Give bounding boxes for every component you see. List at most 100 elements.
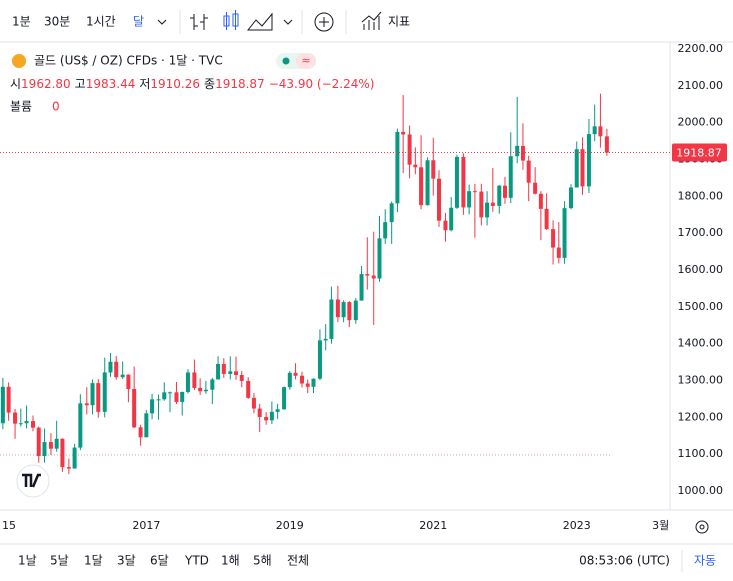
toolbar: 1분 30분 1시간 달 지표 xyxy=(12,10,410,34)
interval-button[interactable]: 달 xyxy=(133,15,144,29)
candle-body xyxy=(515,145,520,157)
area-icon[interactable] xyxy=(246,12,273,31)
range-button[interactable]: 5날 xyxy=(50,554,69,568)
candle-body xyxy=(221,363,226,374)
candle-body xyxy=(551,229,556,248)
interval-button[interactable]: 1시간 xyxy=(86,15,116,29)
candle-body xyxy=(526,160,531,183)
candle-body xyxy=(287,372,292,388)
y-tick-label: 1400.00 xyxy=(678,337,724,350)
x-tick-label: 3월 xyxy=(652,519,669,532)
compare-button[interactable] xyxy=(314,12,334,32)
candle-body xyxy=(198,387,203,392)
candle-body xyxy=(251,397,256,409)
legend-value: 1983.44 xyxy=(86,77,136,91)
candle-body xyxy=(264,417,269,421)
candle-body xyxy=(42,442,47,457)
y-tick-label: 1300.00 xyxy=(678,374,724,387)
candle-body xyxy=(48,442,53,449)
indicators-button[interactable]: 지표 xyxy=(388,15,410,29)
candles-icon[interactable] xyxy=(223,10,239,30)
y-tick-label: 2000.00 xyxy=(678,116,724,129)
range-button[interactable]: 3달 xyxy=(117,554,136,568)
candle-body xyxy=(66,467,71,469)
candle-body xyxy=(503,185,508,198)
indicators-icon[interactable] xyxy=(361,11,382,30)
y-tick-label: 1800.00 xyxy=(678,189,724,202)
y-tick-label: 2200.00 xyxy=(678,42,724,55)
range-button[interactable]: YTD xyxy=(184,554,209,568)
tradingview-logo xyxy=(16,464,50,498)
candle-body xyxy=(490,202,495,206)
y-tick-label: 1700.00 xyxy=(678,226,724,239)
candle-body xyxy=(419,167,424,206)
candle-body xyxy=(269,411,274,421)
candle-body xyxy=(126,374,131,390)
candle-body xyxy=(311,378,316,387)
candle-body xyxy=(144,413,149,438)
candle-body xyxy=(305,383,310,387)
x-tick-label: 2017 xyxy=(132,519,160,532)
interval-button[interactable]: 30분 xyxy=(44,15,70,29)
candle-body xyxy=(497,185,502,206)
candle-body xyxy=(60,438,65,468)
candle-body xyxy=(443,220,448,231)
candle-body xyxy=(389,203,394,223)
candle-body xyxy=(604,136,609,153)
candle-body xyxy=(282,387,287,410)
range-button[interactable]: 1해 xyxy=(221,554,240,568)
auto-scale-button[interactable]: 자동 xyxy=(694,554,716,568)
candle-body xyxy=(0,386,5,424)
range-button[interactable]: 전체 xyxy=(287,554,309,568)
interval-button[interactable]: 1분 xyxy=(12,15,31,29)
candle-body xyxy=(192,372,197,388)
candle-body xyxy=(461,156,466,208)
candle-body xyxy=(365,274,370,276)
candle-body xyxy=(54,438,59,449)
clock: 08:53:06 (UTC) xyxy=(579,554,670,568)
candle-body xyxy=(586,134,591,187)
x-tick-label: 2023 xyxy=(563,519,591,532)
legend: 골드 (US$ / OZ) CFDs · 1달 · TVC ≈ 시1962.80… xyxy=(10,53,374,114)
candle-body xyxy=(538,193,543,209)
range-button[interactable]: 6달 xyxy=(150,554,169,568)
candle-body xyxy=(329,299,334,339)
candle-body xyxy=(234,371,239,376)
symbol-title: 골드 (US$ / OZ) CFDs · 1달 · TVC xyxy=(34,54,223,68)
candle-body xyxy=(180,391,185,402)
candle-body xyxy=(431,160,436,179)
candle-body xyxy=(203,389,208,392)
candle-body xyxy=(13,412,18,424)
candle-body xyxy=(156,399,161,401)
ohlc-legend: 시1962.80 고1983.44 저1910.26 종1918.87 −43.90 (… xyxy=(10,77,374,91)
candle-body xyxy=(592,126,597,135)
candle-body xyxy=(168,392,173,394)
range-button[interactable]: 5해 xyxy=(253,554,272,568)
candle-body xyxy=(317,340,322,379)
y-tick-label: 1600.00 xyxy=(678,263,724,276)
candle-body xyxy=(562,208,567,258)
candle-body xyxy=(353,300,358,321)
legend-value: 1918.87 xyxy=(215,77,265,91)
dropdown-icon[interactable] xyxy=(283,19,293,25)
candle-body xyxy=(132,389,137,428)
settings-button[interactable] xyxy=(695,520,709,534)
last-price-label: 1918.87 xyxy=(676,147,722,160)
candle-body xyxy=(96,383,101,412)
candle-body xyxy=(485,202,490,218)
last-price-badge xyxy=(672,143,727,162)
candle-body xyxy=(300,375,305,384)
candle-body xyxy=(454,156,459,208)
candle-body xyxy=(84,403,89,406)
bars-icon[interactable] xyxy=(190,14,208,30)
y-tick-label: 1200.00 xyxy=(678,410,724,423)
candle-body xyxy=(36,427,41,457)
dropdown-icon[interactable] xyxy=(157,19,167,25)
candle-body xyxy=(383,222,388,239)
legend-value: 1910.26 xyxy=(150,77,200,91)
candle-body xyxy=(216,363,221,380)
range-button[interactable]: 1날 xyxy=(18,554,37,568)
range-button[interactable]: 1달 xyxy=(84,554,103,568)
